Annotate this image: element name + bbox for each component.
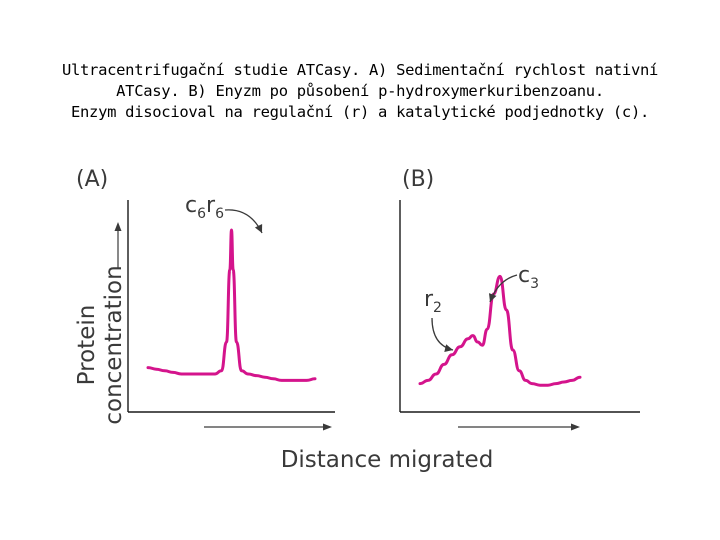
panel-b: (B) r2 c3: [399, 167, 640, 413]
annotation-arrow: [431, 317, 454, 351]
panel-label: (B): [402, 167, 434, 192]
caption-line-2: ATCasy. B) Enyzm po působení p-hydroxyme…: [116, 82, 604, 100]
x-axis-label: Distance migrated: [281, 447, 494, 473]
caption-line-1: Ultracentrifugační studie ATCasy. A) Sed…: [61, 61, 659, 79]
peak-label-subscript-2: 6: [215, 206, 224, 222]
y-axis-label-line-2: concentration: [101, 265, 127, 424]
panel-label: (A): [76, 167, 108, 192]
y-axis-label-line-1: Protein: [74, 305, 100, 386]
y-direction-arrowhead: [114, 222, 122, 231]
peak-label-subscript: 6: [197, 206, 206, 222]
peak-label-subscript: 2: [433, 300, 442, 316]
panel-a: (A)c6r6: [76, 167, 335, 413]
series-line: [146, 228, 317, 382]
peak-label: c6r6: [185, 193, 224, 222]
shared-axis-labels: Proteinconcentration Distance migrated: [74, 222, 580, 473]
annotation-arrowhead: [444, 344, 453, 353]
peak-label-subscript: 3: [530, 276, 539, 292]
peak-label: c3: [518, 263, 539, 292]
y-axis-label: Proteinconcentration: [74, 265, 127, 424]
peak-label-base: r: [424, 287, 434, 312]
peak-label: r2: [424, 287, 442, 316]
peak-label-base: c: [518, 263, 530, 288]
series-line: [418, 274, 582, 387]
peak-label-base: c: [185, 193, 197, 218]
annotation-arrowhead: [254, 224, 263, 233]
x-direction-arrowhead-b: [571, 423, 580, 431]
annotation-arrowhead: [488, 293, 497, 302]
peak-label-mid: r: [206, 193, 216, 218]
x-direction-arrowhead-a: [323, 423, 332, 431]
figure-caption: Ultracentrifugační studie ATCasy. A) Sed…: [30, 60, 690, 123]
caption-line-3: Enzym disocioval na regulační (r) a kata…: [70, 103, 650, 121]
